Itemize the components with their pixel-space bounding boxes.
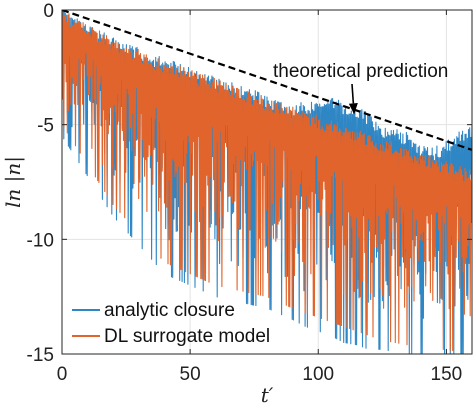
y-axis-label: ln |n| [1,156,26,208]
x-tick-label: 150 [431,364,463,385]
annotation-arrowhead [348,103,358,115]
annotation-arrow [351,83,355,104]
annotation-text: theoretical prediction [273,61,448,82]
x-axis-label: t′ [261,383,274,406]
x-tick-label: 0 [57,364,68,385]
series-line-analytic-closure [62,10,472,354]
x-tick-label: 100 [302,364,334,385]
ticks [61,9,472,355]
legend-label-analytic-closure: analytic closure [104,300,235,321]
y-tick-label: 0 [43,1,54,22]
y-tick-label: -5 [37,116,54,137]
legend-label-dl-surrogate-model: DL surrogate model [104,326,270,347]
plot-frame [61,9,473,355]
annotation: theoretical prediction [273,61,448,115]
y-tick-label: -10 [27,230,54,251]
x-tick-label: 50 [180,364,201,385]
legend: analytic closure DL surrogate model [72,300,270,347]
series-layer [62,10,472,354]
y-tick-label: -15 [27,345,54,366]
series-line-theoretical-prediction [62,10,472,151]
tick-labels: 0 50 100 150 0 -5 -10 -15 [27,1,463,385]
series-line-dl-surrogate-model [62,12,472,352]
